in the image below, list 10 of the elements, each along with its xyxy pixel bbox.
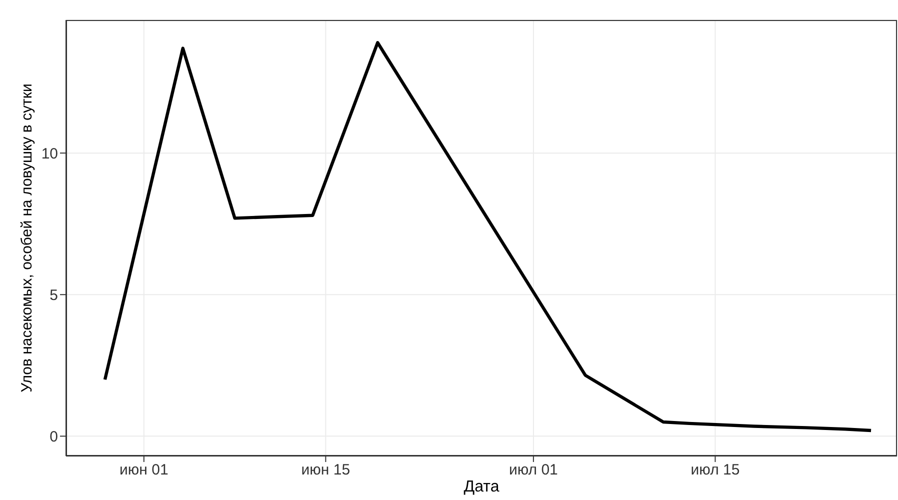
x-tick-label: июн 01 [120,462,168,479]
y-tick-label: 5 [50,286,58,304]
x-tick-label: июн 15 [301,462,350,479]
y-axis-title: Улов насекомых, особей на ловушку в сутки [18,84,36,392]
x-axis-title: Дата [464,478,500,496]
x-tick-label: июл 01 [508,462,558,479]
line-series [103,41,873,432]
y-tick-label: 10 [41,145,58,162]
x-tick-label: июл 15 [690,462,740,479]
y-tick-label: 0 [50,428,58,446]
